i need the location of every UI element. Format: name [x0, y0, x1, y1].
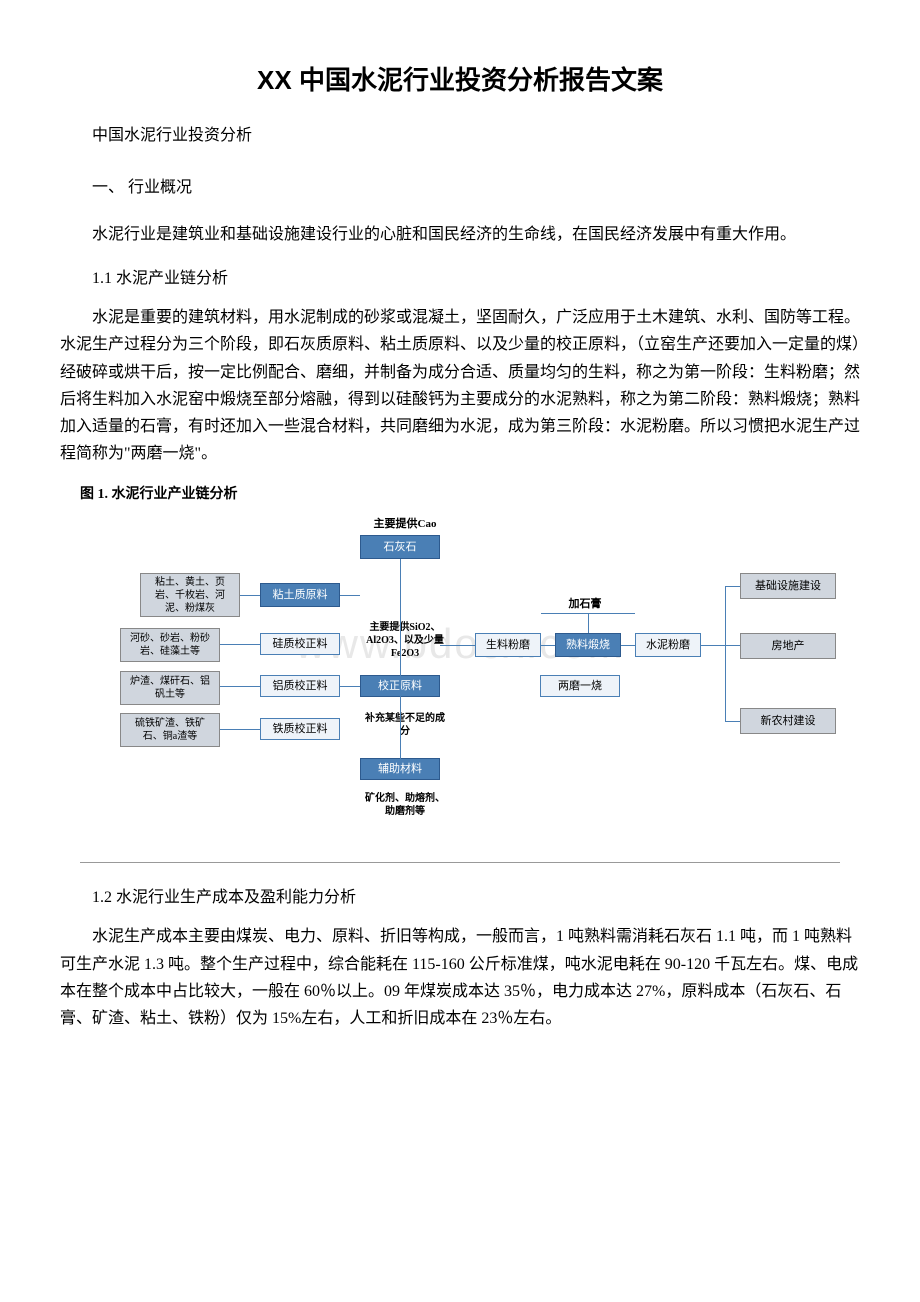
connector-line	[725, 721, 740, 722]
node-rural: 新农村建设	[740, 708, 836, 734]
node-sand-source: 河砂、砂岩、粉砂岩、硅藻土等	[120, 628, 220, 662]
connector-line	[541, 645, 555, 646]
paragraph-intro: 水泥行业是建筑业和基础设施建设行业的心脏和国民经济的生命线，在国民经济发展中有重…	[60, 221, 860, 248]
paragraph-1-1: 水泥是重要的建筑材料，用水泥制成的砂浆或混凝土，坚固耐久，广泛应用于土木建筑、水…	[60, 304, 860, 467]
node-realestate: 房地产	[740, 633, 836, 659]
label-main-cao: 主要提供Cao	[350, 513, 460, 535]
node-iron-source: 硫铁矿渣、铁矿石、铜a渣等	[120, 713, 220, 747]
connector-line	[400, 559, 401, 759]
node-two-mill: 两磨一烧	[540, 675, 620, 697]
node-iron-corr: 铁质校正料	[260, 718, 340, 740]
connector-line	[220, 686, 260, 687]
subsection-1-2-heading: 1.2 水泥行业生产成本及盈利能力分析	[60, 883, 860, 907]
label-aux-list: 矿化剂、助熔剂、助磨剂等	[355, 788, 455, 822]
flowchart: 主要提供Cao 石灰石 粘土、黄土、页岩、千枚岩、河泥、粉煤灰 河砂、砂岩、粉砂…	[80, 513, 840, 863]
node-cement-mill: 水泥粉磨	[635, 633, 701, 657]
connector-line	[220, 644, 260, 645]
node-clinker: 熟料煅烧	[555, 633, 621, 657]
connector-line	[588, 613, 589, 633]
paragraph-1-2: 水泥生产成本主要由煤炭、电力、原料、折旧等构成，一般而言，1 吨熟料需消耗石灰石…	[60, 923, 860, 1032]
section-1-heading: 一、 行业概况	[60, 173, 860, 197]
node-raw-mill: 生料粉磨	[475, 633, 541, 657]
figure-1: 图 1. 水泥行业产业链分析 主要提供Cao 石灰石 粘土、黄土、页岩、千枚岩、…	[80, 483, 860, 863]
node-limestone: 石灰石	[360, 535, 440, 559]
connector-line	[701, 645, 740, 646]
node-aux-material: 辅助材料	[360, 758, 440, 780]
connector-line	[725, 586, 726, 721]
connector-line	[725, 586, 740, 587]
label-supplement: 补充某些不足的成分	[355, 708, 455, 742]
connector-line	[340, 595, 360, 596]
node-si-corr: 硅质校正料	[260, 633, 340, 655]
label-sio2: 主要提供SiO2、Al2O3、以及少量Fe2O3	[355, 618, 455, 662]
label-gypsum: 加石膏	[555, 593, 615, 615]
subsection-1-1-heading: 1.1 水泥产业链分析	[60, 264, 860, 288]
connector-line	[340, 686, 360, 687]
node-al-corr: 铝质校正料	[260, 675, 340, 697]
connector-line	[220, 729, 260, 730]
connector-line	[240, 595, 260, 596]
connector-line	[621, 645, 635, 646]
node-slag-source: 炉渣、煤矸石、铝矾土等	[120, 671, 220, 705]
figure-1-caption: 图 1. 水泥行业产业链分析	[80, 483, 860, 503]
node-infrastructure: 基础设施建设	[740, 573, 836, 599]
connector-line	[440, 645, 475, 646]
node-clay-raw: 粘土质原料	[260, 583, 340, 607]
subtitle: 中国水泥行业投资分析	[60, 121, 860, 145]
document-body: XX 中国水泥行业投资分析报告文案 中国水泥行业投资分析 一、 行业概况 水泥行…	[60, 60, 860, 1032]
node-clay-source: 粘土、黄土、页岩、千枚岩、河泥、粉煤灰	[140, 573, 240, 617]
page-title: XX 中国水泥行业投资分析报告文案	[60, 60, 860, 97]
